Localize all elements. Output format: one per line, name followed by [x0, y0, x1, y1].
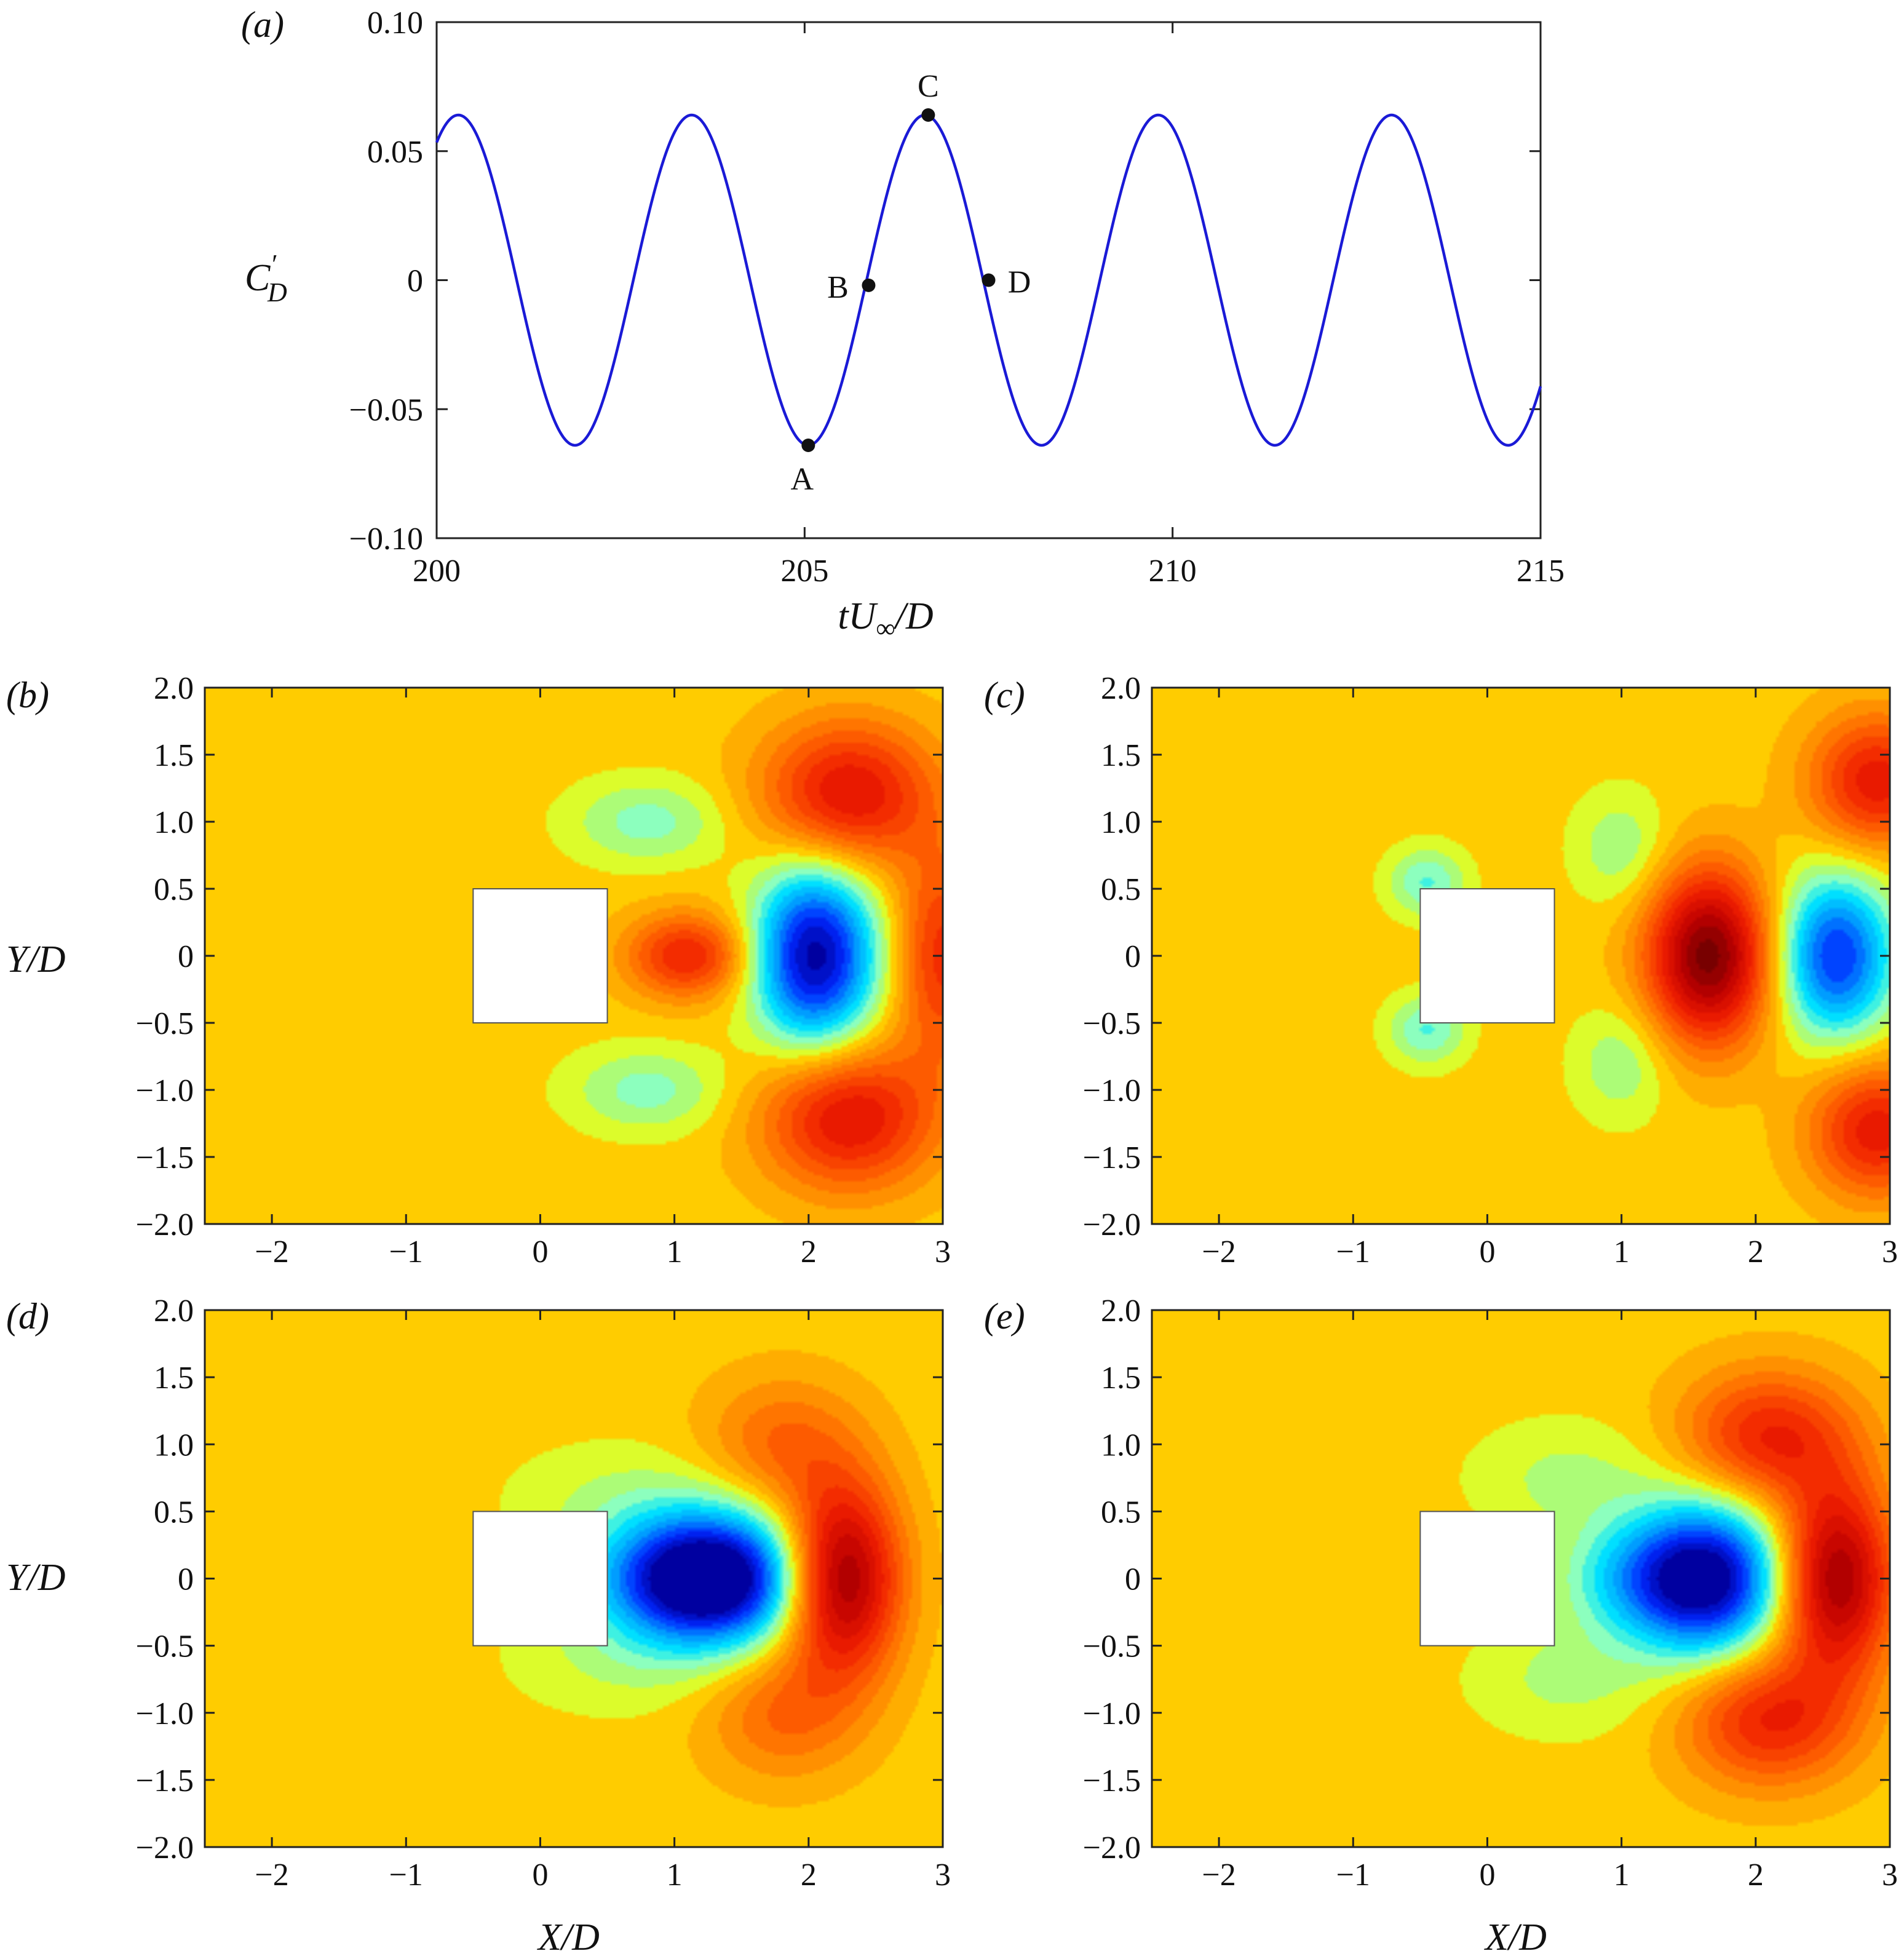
y-tick-label: 2.0 [1101, 671, 1141, 706]
y-tick-label: 0.5 [1101, 1495, 1141, 1530]
square-cylinder-body [1419, 888, 1555, 1023]
y-tick-label: 0.5 [154, 1495, 194, 1530]
panel-e-xlabel: X/D [1483, 1917, 1547, 1958]
x-tick-label: 1 [1614, 1858, 1630, 1893]
y-tick-label: −2.0 [1083, 1830, 1141, 1866]
y-tick-label: −1.0 [1083, 1073, 1141, 1108]
y-tick-label: 0 [1125, 1562, 1141, 1597]
y-tick-label: −2.0 [136, 1830, 194, 1866]
y-tick-label: −1.0 [1083, 1696, 1141, 1731]
y-tick-label: 1.0 [154, 805, 194, 840]
square-cylinder-body [1419, 1511, 1555, 1647]
panel-d-label: (d) [6, 1296, 49, 1337]
y-tick-label: 2.0 [154, 671, 194, 706]
x-tick-label: 3 [935, 1858, 951, 1893]
y-tick-label: 0.05 [367, 135, 423, 170]
point-label-B: B [827, 270, 849, 305]
y-tick-label: 0.5 [154, 872, 194, 907]
y-tick-label: 0 [1125, 939, 1141, 974]
x-tick-label: 1 [1614, 1234, 1630, 1270]
panel-d-ylabel: Y/D [6, 1557, 65, 1599]
x-tick-label: −2 [255, 1234, 288, 1270]
panel-b-label: (b) [6, 675, 49, 715]
x-tick-label: 1 [667, 1234, 683, 1270]
x-tick-label: −1 [389, 1858, 423, 1893]
panel-c-label: (c) [984, 675, 1025, 715]
y-tick-label: 1.0 [154, 1428, 194, 1463]
point-label-D: D [1008, 265, 1031, 300]
y-tick-label: −0.5 [1083, 1006, 1141, 1041]
point-C [921, 108, 935, 122]
x-tick-label: 2 [801, 1234, 817, 1270]
y-tick-label: −2.0 [1083, 1207, 1141, 1242]
point-B [862, 278, 876, 292]
y-tick-label: −1.5 [1083, 1763, 1141, 1798]
y-tick-label: −0.5 [136, 1006, 194, 1041]
x-tick-label: 215 [1517, 554, 1565, 589]
x-tick-label: 210 [1149, 554, 1197, 589]
x-tick-label: 2 [801, 1858, 817, 1893]
x-tick-label: 205 [780, 554, 828, 589]
y-tick-label: 0 [178, 939, 194, 974]
y-tick-label: 1.5 [1101, 1361, 1141, 1396]
y-tick-label: −1.5 [1083, 1140, 1141, 1175]
panel-a-ylabel: C′ D [245, 249, 287, 308]
y-tick-label: −1.0 [136, 1073, 194, 1108]
y-tick-label: 1.0 [1101, 805, 1141, 840]
square-cylinder-body [472, 888, 608, 1023]
y-tick-label: −0.5 [136, 1629, 194, 1664]
x-tick-label: 200 [413, 554, 461, 589]
x-tick-label: 3 [935, 1234, 951, 1270]
x-tick-label: −1 [389, 1234, 423, 1270]
y-tick-label: 0.5 [1101, 872, 1141, 907]
x-tick-label: 0 [1479, 1234, 1495, 1270]
point-D [982, 273, 996, 287]
y-tick-label: −2.0 [136, 1207, 194, 1242]
x-tick-label: 3 [1882, 1234, 1898, 1270]
y-tick-label: −1.5 [136, 1763, 194, 1798]
panel-e-contour: (e) −2 −1 0 1 2 3 2.0 1.5 1.0 0.5 0 −0.5 −1.0 −1.5 −2.… [984, 1293, 1898, 1893]
x-tick-label: 0 [1479, 1858, 1495, 1893]
series-line-cd [435, 113, 1542, 447]
x-tick-label: −2 [1202, 1858, 1236, 1893]
panel-a-xlabel: tU∞/D [838, 595, 933, 643]
y-tick-label: 1.5 [1101, 738, 1141, 773]
square-cylinder-body [472, 1511, 608, 1647]
x-tick-label: 0 [532, 1234, 548, 1270]
point-A [801, 438, 815, 452]
y-tick-label: 0 [407, 264, 423, 299]
x-tick-label: 2 [1748, 1234, 1764, 1270]
y-tick-label: 1.5 [154, 738, 194, 773]
panel-d-contour: (d) −2 −1 0 1 2 3 2.0 1.5 1.0 0.5 0 −0.5 −1.0 −1.5 −2.… [6, 1293, 951, 1893]
y-tick-label: −1.0 [136, 1696, 194, 1731]
point-label-A: A [791, 462, 814, 497]
y-tick-label: 1.0 [1101, 1428, 1141, 1463]
x-tick-label: −1 [1336, 1234, 1370, 1270]
panel-b-contour: (b) −2 −1 0 1 2 3 2.0 1.5 1.0 0.5 0 −0.5 −1.0 −1.5 −2.… [6, 671, 951, 1270]
y-tick-label: −0.05 [349, 392, 423, 427]
y-tick-label: 0 [178, 1562, 194, 1597]
y-tick-label: 1.5 [154, 1361, 194, 1396]
panel-e-label: (e) [984, 1296, 1025, 1337]
point-label-C: C [918, 69, 939, 104]
x-tick-label: −1 [1336, 1858, 1370, 1893]
x-tick-label: 0 [532, 1858, 548, 1893]
panel-a-label: (a) [241, 4, 284, 45]
y-tick-label: −0.5 [1083, 1629, 1141, 1664]
y-tick-label: 2.0 [154, 1293, 194, 1329]
panel-b-ylabel: Y/D [6, 939, 65, 980]
y-tick-label: 2.0 [1101, 1293, 1141, 1329]
y-tick-label: 0.10 [367, 6, 423, 41]
x-tick-label: −2 [1202, 1234, 1236, 1270]
panel-a-line-chart: (a) 200 205 210 2150.100.050−0.05−0.10ABCD … [241, 4, 1565, 643]
y-tick-label: −0.10 [349, 522, 423, 557]
panel-d-xlabel: X/D [536, 1917, 600, 1958]
x-tick-label: 1 [667, 1858, 683, 1893]
panel-c-contour: (c) −2 −1 0 1 2 3 2.0 1.5 1.0 0.5 0 −0.5 −1.0 −1.5 −2.… [984, 671, 1898, 1270]
x-tick-label: −2 [255, 1858, 288, 1893]
y-tick-label: −1.5 [136, 1140, 194, 1175]
x-tick-label: 2 [1748, 1858, 1764, 1893]
x-tick-label: 3 [1882, 1858, 1898, 1893]
